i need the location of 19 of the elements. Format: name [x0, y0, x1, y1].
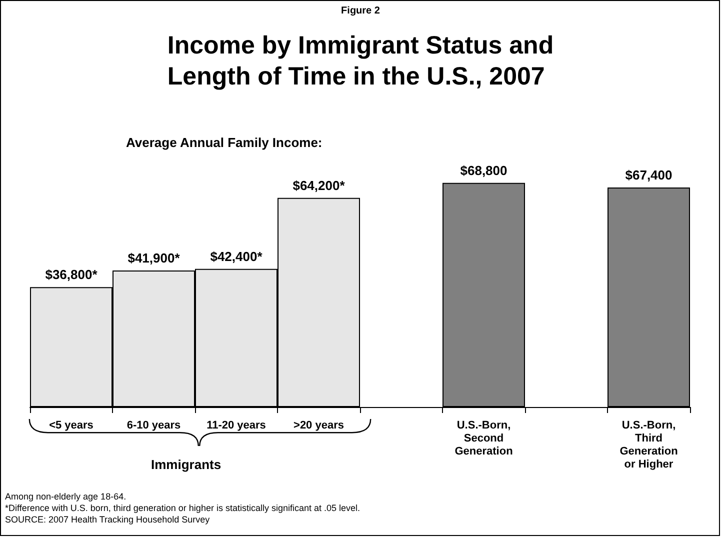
chart-subtitle: Average Annual Family Income:	[126, 135, 322, 150]
data-label: $68,800	[460, 162, 508, 178]
x-tick-label: 11-20 years	[206, 420, 266, 432]
x-tick-label: <5 years	[49, 420, 94, 432]
data-label: $36,800*	[45, 267, 98, 282]
data-label: $41,900*	[128, 250, 181, 266]
caption: Figure 2	[341, 6, 380, 16]
x-tick-label: U.S.-Born, Third Generation or Higher	[620, 420, 678, 470]
x-tick-label: 6-10 years	[126, 420, 181, 432]
x-tick-label: U.S.-Born, Second Generation	[454, 420, 514, 458]
source-note: SOURCE: 2007 Health Tracking Household Survey	[5, 514, 210, 524]
data-label: $42,400*	[210, 248, 264, 264]
data-label: $64,200*	[292, 178, 346, 193]
data-label: $67,400	[625, 167, 672, 182]
x-tick-label: >20 years	[294, 420, 344, 432]
text: Among non-elderly age 18-64.	[5, 492, 126, 502]
text: Immigrants	[151, 457, 222, 472]
text: *Difference with U.S. born, third generation or higher is statistically significant at .05 level.	[5, 503, 360, 513]
chart-title: Income by Immigrant Status and Length of Time in the U.S., 2007	[167, 32, 554, 90]
